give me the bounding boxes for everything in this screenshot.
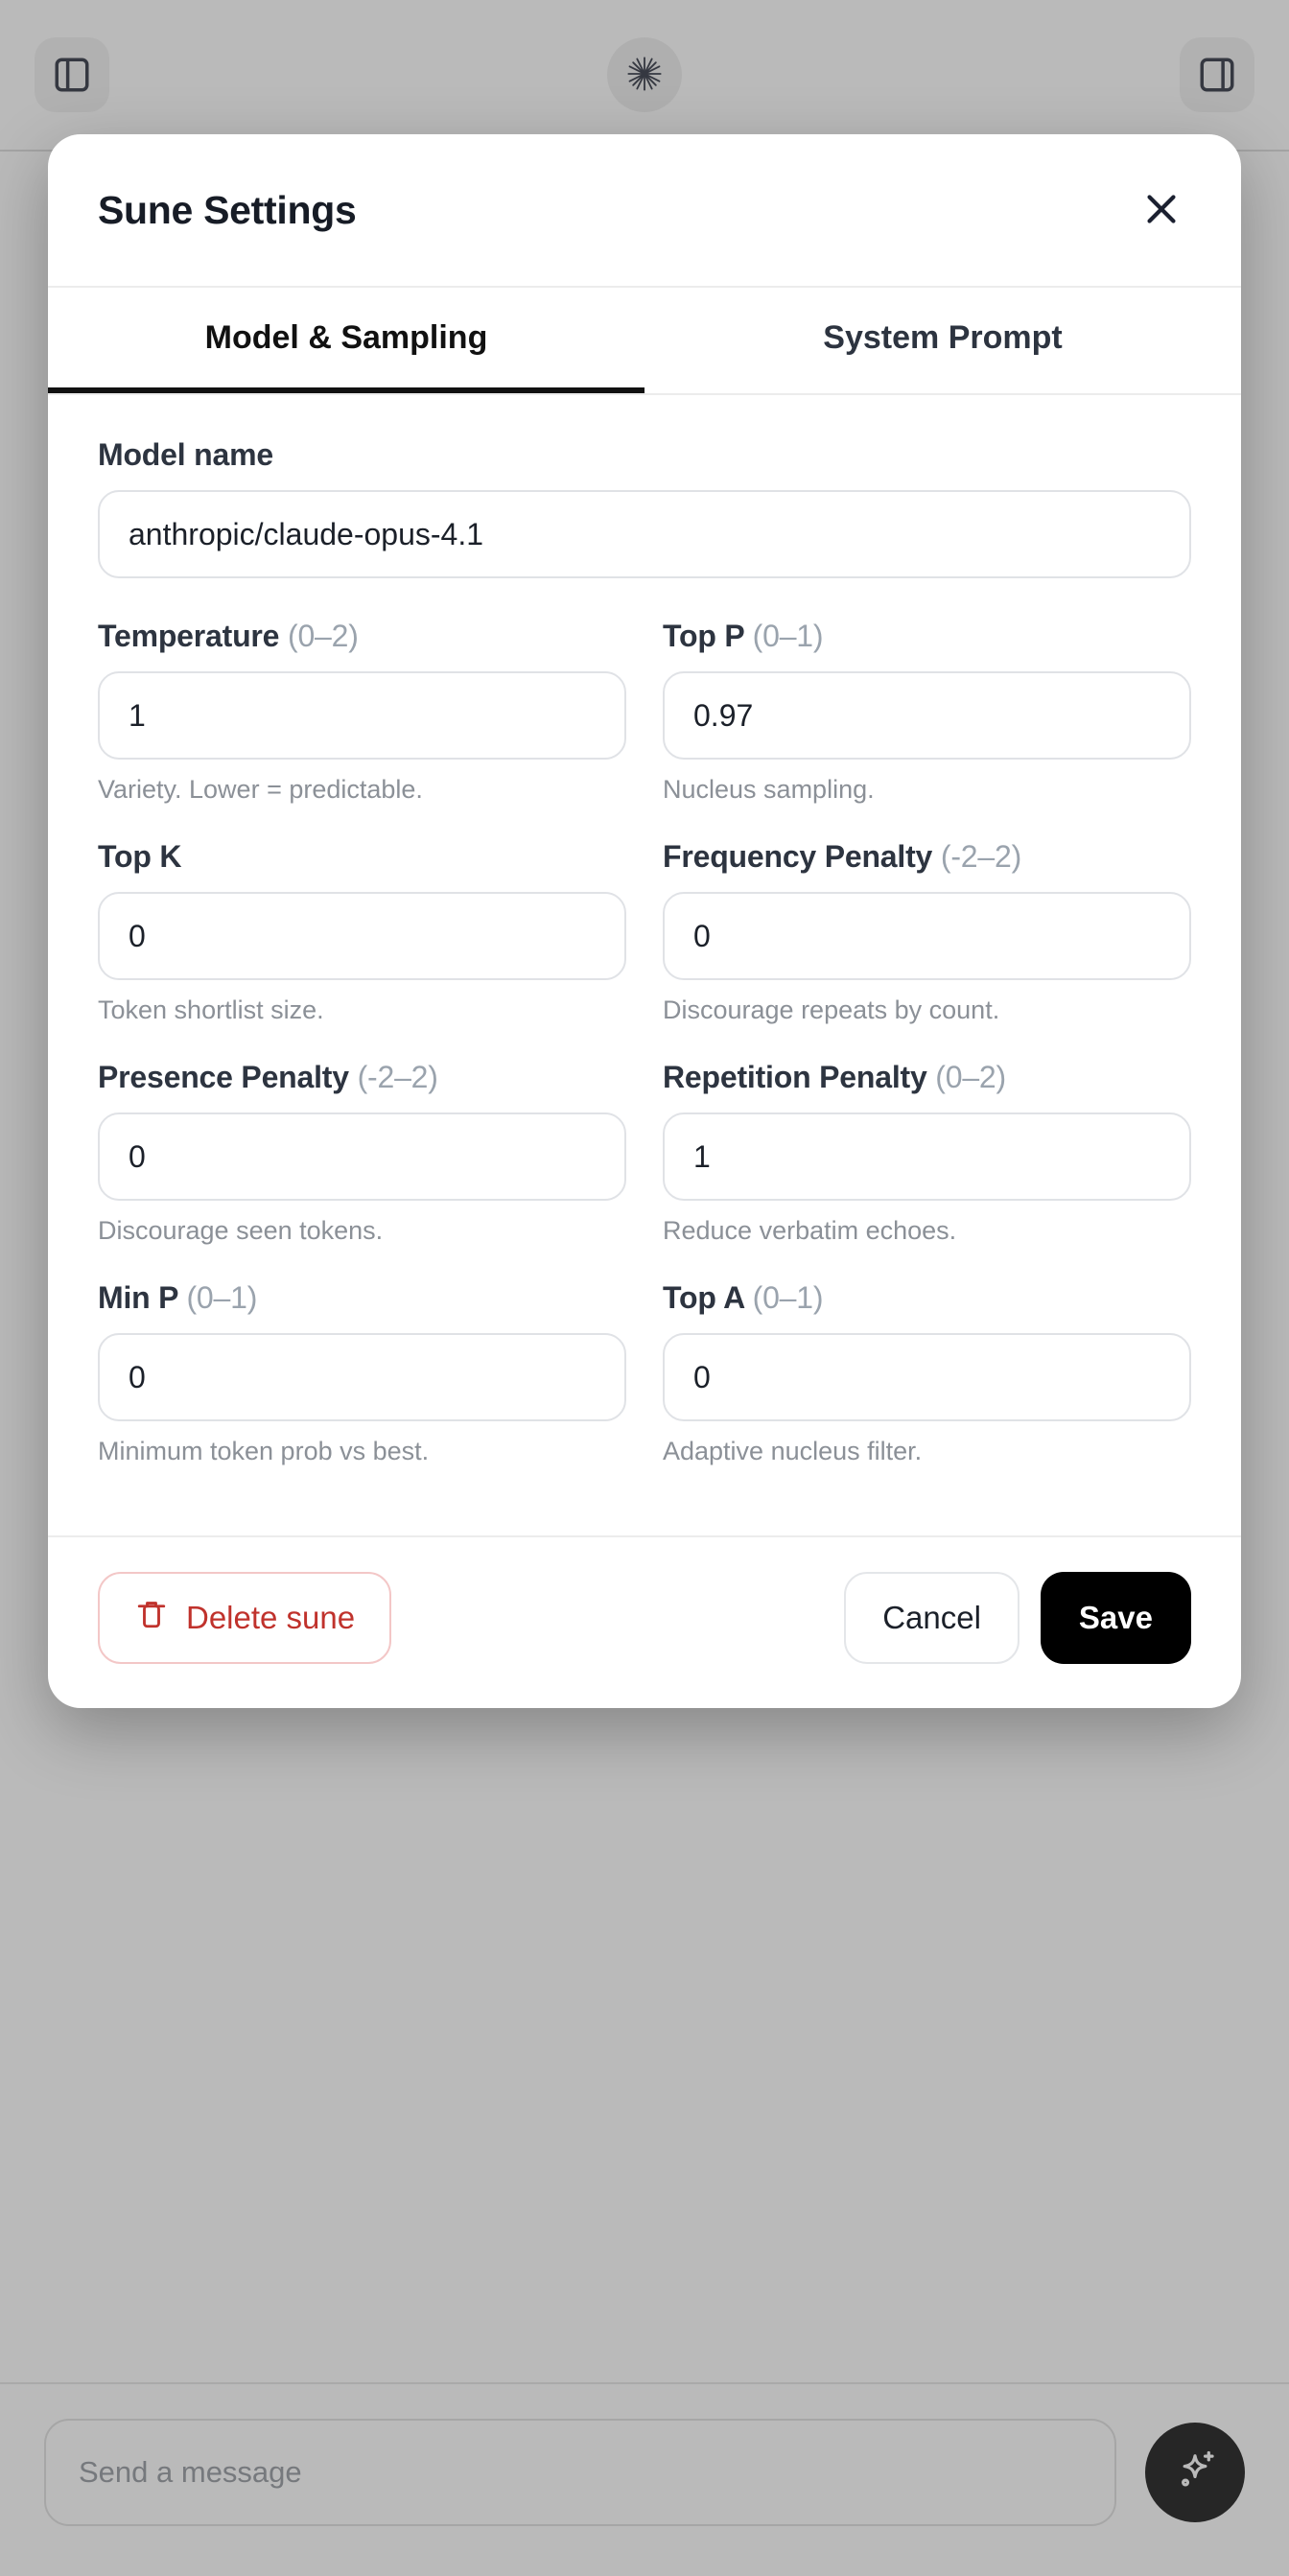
sune-settings-dialog: Sune Settings Model & Sampling System Pr… [48,134,1241,1708]
asterisk-star-icon [625,55,664,96]
param-hint: Variety. Lower = predictable. [98,775,423,804]
param-label-text: Min P [98,1280,178,1315]
param-top-p: Top P (0–1) Nucleus sampling. [663,619,1191,805]
send-message-button[interactable] [1145,2423,1245,2522]
param-hint: Discourage repeats by count. [663,995,1000,1024]
param-presence-penalty: Presence Penalty (-2–2) Discourage seen … [98,1060,626,1246]
param-label: Top A (0–1) [663,1280,1191,1316]
param-range-hint: (0–2) [935,1060,1006,1094]
param-label: Presence Penalty (-2–2) [98,1060,626,1095]
repetition-penalty-input[interactable] [663,1112,1191,1201]
top-k-input[interactable] [98,892,626,980]
param-min-p: Min P (0–1) Minimum token prob vs best. [98,1280,626,1466]
brand-logo-button[interactable] [607,37,682,112]
param-hint: Reduce verbatim echoes. [663,1216,957,1245]
param-label-text: Top P [663,619,744,653]
param-label: Repetition Penalty (0–2) [663,1060,1191,1095]
dialog-content: Model name Temperature (0–2) Variety. Lo… [48,395,1241,1537]
right-panel-toggle-button[interactable] [1180,37,1254,112]
param-range-hint: (-2–2) [940,839,1022,874]
delete-sune-label: Delete sune [186,1600,356,1635]
frequency-penalty-input[interactable] [663,892,1191,980]
model-name-label: Model name [98,437,273,472]
parameters-grid: Temperature (0–2) Variety. Lower = predi… [98,619,1191,1501]
panel-left-icon [52,55,92,95]
close-dialog-button[interactable] [1132,180,1191,240]
trash-icon [134,1597,169,1639]
cancel-button[interactable]: Cancel [844,1572,1019,1664]
footer-actions: Cancel Save [844,1572,1191,1664]
close-icon [1139,187,1184,234]
param-label: Top K [98,839,626,875]
dialog-header: Sune Settings [48,134,1241,288]
model-name-input[interactable] [98,490,1191,578]
param-label: Temperature (0–2) [98,619,626,654]
dialog-footer: Delete sune Cancel Save [48,1537,1241,1708]
presence-penalty-input[interactable] [98,1112,626,1201]
min-p-input[interactable] [98,1333,626,1421]
param-temperature: Temperature (0–2) Variety. Lower = predi… [98,619,626,805]
composer-bar [0,2382,1289,2576]
param-range-hint: (0–1) [752,1280,824,1315]
panel-right-icon [1197,55,1237,95]
param-label: Min P (0–1) [98,1280,626,1316]
message-input[interactable] [44,2419,1116,2526]
param-label-text: Presence Penalty [98,1060,349,1094]
top-p-input[interactable] [663,671,1191,760]
sparkle-icon [1170,2447,1220,2499]
param-top-a: Top A (0–1) Adaptive nucleus filter. [663,1280,1191,1466]
dialog-title: Sune Settings [98,187,357,232]
dialog-tabs: Model & Sampling System Prompt [48,288,1241,395]
delete-sune-button[interactable]: Delete sune [98,1572,392,1664]
param-hint: Discourage seen tokens. [98,1216,384,1245]
tab-system-prompt[interactable]: System Prompt [644,288,1241,393]
param-hint: Token shortlist size. [98,995,324,1024]
param-label-text: Repetition Penalty [663,1060,927,1094]
param-hint: Minimum token prob vs best. [98,1437,430,1465]
param-range-hint: (0–2) [287,619,359,653]
param-hint: Nucleus sampling. [663,775,875,804]
model-name-field-group: Model name [98,437,1191,578]
param-label-text: Top A [663,1280,744,1315]
param-label: Top P (0–1) [663,619,1191,654]
param-label-text: Frequency Penalty [663,839,933,874]
param-frequency-penalty: Frequency Penalty (-2–2) Discourage repe… [663,839,1191,1025]
param-range-hint: (0–1) [752,619,824,653]
param-hint: Adaptive nucleus filter. [663,1437,923,1465]
tab-model-and-sampling[interactable]: Model & Sampling [48,288,644,393]
param-repetition-penalty: Repetition Penalty (0–2) Reduce verbatim… [663,1060,1191,1246]
left-panel-toggle-button[interactable] [35,37,109,112]
temperature-input[interactable] [98,671,626,760]
top-bar [0,0,1289,152]
param-range-hint: (0–1) [186,1280,258,1315]
param-label-text: Top K [98,839,182,874]
param-label-text: Temperature [98,619,280,653]
param-label: Frequency Penalty (-2–2) [663,839,1191,875]
param-top-k: Top K Token shortlist size. [98,839,626,1025]
save-button[interactable]: Save [1040,1572,1191,1664]
top-a-input[interactable] [663,1333,1191,1421]
param-range-hint: (-2–2) [357,1060,438,1094]
